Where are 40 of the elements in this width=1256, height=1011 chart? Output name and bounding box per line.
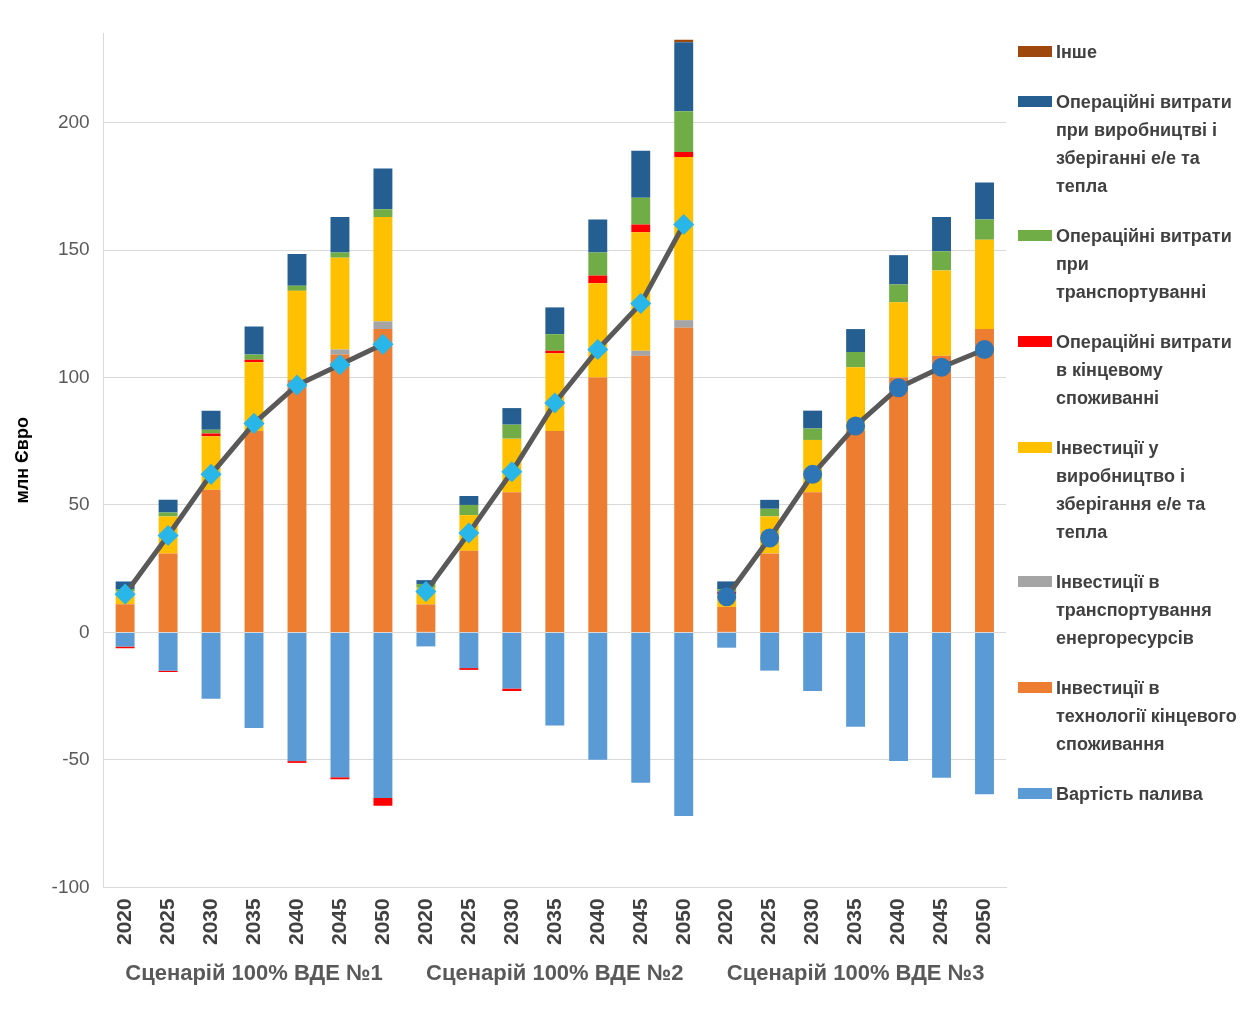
x-tick-label: 2030 xyxy=(197,898,221,945)
x-tick-label: 2020 xyxy=(713,898,737,945)
x-tick-label: 2035 xyxy=(541,897,565,945)
y-tick-label: -50 xyxy=(62,748,90,770)
x-tick-label: 2040 xyxy=(584,898,608,945)
legend-label: Операційні витрати при транспортуванні xyxy=(1056,225,1233,304)
x-tick-label: 2040 xyxy=(283,898,307,945)
x-tick-label: 2035 xyxy=(240,897,264,945)
legend-label: Інвестиції в транспортування енергоресурсів xyxy=(1056,571,1213,650)
x-tick-label: 2045 xyxy=(326,897,350,945)
x-tick-label: 2045 xyxy=(928,897,952,945)
text: Сценарій 100% ВДЕ №1 xyxy=(125,960,383,986)
y-tick-label: -100 xyxy=(51,875,90,897)
y-axis-title: млн Євро xyxy=(11,417,32,504)
x-tick-label: 2050 xyxy=(369,898,393,945)
text: Сценарій 100% ВДЕ №2 xyxy=(426,960,684,986)
legend-label: Інвестиції у виробництво і зберігання е/е та тепла xyxy=(1056,437,1207,544)
x-tick-label: 2030 xyxy=(799,898,823,945)
x-tick-label: 2020 xyxy=(111,898,135,945)
legend-label: Інвестиції в технології кінцевого споживання xyxy=(1056,677,1238,756)
x-tick-label: 2050 xyxy=(971,898,995,945)
y-tick-label: 100 xyxy=(57,365,90,387)
legend-label: Операційні витрати при виробництві і зберіганні е/е та тепла xyxy=(1056,91,1233,198)
y-tick-label: 50 xyxy=(68,493,90,515)
legend-label: Операційні витрати в кінцевому споживанні xyxy=(1056,331,1233,410)
legend-label: Вартість палива xyxy=(1056,783,1203,806)
x-tick-label: 2040 xyxy=(885,898,909,945)
legend-label: Інше xyxy=(1056,41,1097,64)
y-tick-label: 150 xyxy=(57,238,90,260)
x-tick-label: 2030 xyxy=(498,898,522,945)
x-tick-label: 2020 xyxy=(412,898,436,945)
x-tick-label: 2025 xyxy=(455,897,479,945)
x-tick-label: 2025 xyxy=(154,897,178,945)
x-tick-label: 2035 xyxy=(842,897,866,945)
x-tick-label: 2025 xyxy=(756,897,780,945)
x-tick-label: 2045 xyxy=(627,897,651,945)
y-tick-label: 0 xyxy=(79,620,90,642)
text: Сценарій 100% ВДЕ №3 xyxy=(726,960,985,986)
y-tick-label: 200 xyxy=(57,110,90,132)
x-tick-label: 2050 xyxy=(670,898,694,945)
